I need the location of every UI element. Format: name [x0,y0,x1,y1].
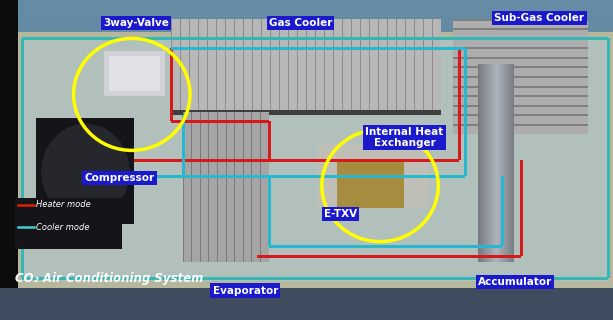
Text: Gas Cooler: Gas Cooler [268,18,332,28]
Text: 3way-Valve: 3way-Valve [103,18,169,28]
Text: Accumulator: Accumulator [478,277,552,287]
Text: Internal Heat
Exchanger: Internal Heat Exchanger [365,127,444,148]
Text: Compressor: Compressor [85,172,154,183]
Text: CO₂ Air Conditioning System: CO₂ Air Conditioning System [15,272,204,285]
Text: E-TXV: E-TXV [324,209,357,219]
Text: Sub-Gas Cooler: Sub-Gas Cooler [495,12,584,23]
Text: Cooler mode: Cooler mode [36,223,89,232]
Text: Heater mode: Heater mode [36,200,90,209]
Text: Evaporator: Evaporator [213,285,278,296]
